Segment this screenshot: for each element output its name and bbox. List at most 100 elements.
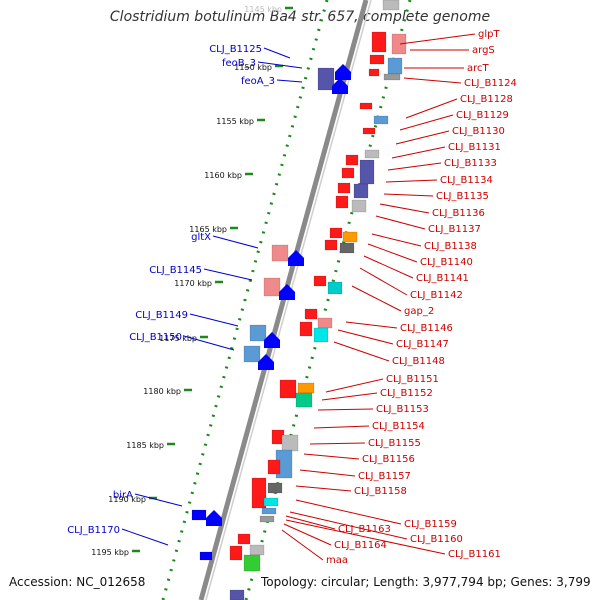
gene-feature-left: [191, 509, 207, 521]
left-gene-label: CLJ_B1150: [129, 332, 182, 343]
right-gene-label: CLJ_B1160: [410, 534, 463, 545]
gene-arrow-left-strand: [279, 284, 295, 300]
gene-arrow-left-strand: [335, 64, 351, 80]
right-label-leader: [337, 329, 394, 345]
accession-text: Accession: NC_012658: [9, 575, 146, 589]
gene-feature-right: [339, 242, 355, 254]
right-label-leader: [395, 130, 450, 145]
right-label-leader: [399, 114, 454, 131]
right-gene-label: CLJ_B1135: [436, 191, 489, 202]
gene-feature-right: [317, 317, 333, 329]
right-gene-label: CLJ_B1159: [404, 519, 457, 530]
gene-feature-right: [229, 589, 245, 600]
gene-feature-right: [329, 227, 343, 239]
right-gene-label: argS: [472, 45, 495, 56]
right-gene-label: CLJ_B1133: [444, 158, 497, 169]
left-gene-label: CLJ_B1170: [67, 525, 120, 536]
gene-feature-right: [337, 182, 351, 194]
right-label-leader: [303, 453, 360, 460]
gene-feature-right: [383, 73, 401, 81]
right-gene-label: CLJ_B1124: [464, 78, 517, 89]
gene-feature-right: [229, 545, 243, 561]
right-gene-label: glpT: [478, 29, 500, 40]
right-gene-label: CLJ_B1137: [428, 224, 481, 235]
kbp-tick-label: 1185 kbp: [126, 441, 164, 450]
right-label-leader: [351, 285, 402, 312]
gene-feature-right: [249, 544, 265, 556]
gene-feature-right: [362, 127, 376, 135]
gene-feature-right: [267, 459, 281, 475]
kbp-tick-label: 1150 kbp: [234, 63, 272, 72]
left-gene-label: gltX: [191, 232, 211, 243]
ruler-right-dots: [244, 0, 412, 600]
left-gene-label: CLJ_B1149: [135, 310, 188, 321]
right-label-leader: [345, 321, 398, 329]
kbp-tick-label: 1160 kbp: [204, 171, 242, 180]
right-gene-label: CLJ_B1140: [420, 257, 473, 268]
gene-arrow-left-strand: [288, 250, 304, 266]
right-gene-label: CLJ_B1131: [448, 142, 501, 153]
right-gene-label: CLJ_B1148: [392, 356, 445, 367]
right-gene-label: CLJ_B1164: [334, 540, 387, 551]
gene-feature-right: [243, 554, 261, 572]
gene-feature-right: [382, 0, 400, 11]
map-title: Clostridium botulinum Ba4 str. 657, comp…: [109, 9, 491, 25]
left-label-leader: [276, 79, 303, 83]
gene-feature-right: [261, 507, 277, 515]
gene-feature-left: [249, 324, 267, 342]
ruler-left-dots: [161, 0, 329, 600]
right-label-leader: [399, 33, 476, 45]
right-gene-label: CLJ_B1153: [376, 404, 429, 415]
kbp-tick-label: 1155 kbp: [216, 117, 254, 126]
right-gene-label: CLJ_B1151: [386, 374, 439, 385]
gene-feature-right: [359, 159, 375, 185]
left-label-leader: [134, 493, 183, 507]
gene-feature-right: [359, 102, 373, 110]
right-gene-label: CLJ_B1134: [440, 175, 493, 186]
right-label-leader: [391, 146, 446, 159]
kbp-tick-label: 1190 kbp: [108, 495, 146, 504]
right-gene-label: CLJ_B1128: [460, 94, 513, 105]
gene-feature-right: [237, 533, 251, 545]
right-gene-label: arcT: [467, 63, 490, 74]
gene-feature-right: [373, 115, 389, 125]
right-label-leader: [371, 233, 422, 247]
right-gene-label: CLJ_B1136: [432, 208, 485, 219]
right-gene-label: CLJ_B1161: [448, 549, 501, 560]
gene-feature-right: [327, 281, 343, 295]
left-label-leader: [121, 528, 169, 546]
right-gene-label: CLJ_B1146: [400, 323, 453, 334]
kbp-tick-label: 1145 kbp: [244, 5, 282, 14]
right-gene-label: CLJ_B1130: [452, 126, 505, 137]
left-gene-label: CLJ_B1145: [149, 265, 202, 276]
right-gene-label: CLJ_B1163: [338, 524, 391, 535]
right-label-leader: [309, 442, 366, 445]
kbp-tick-label: 1170 kbp: [174, 279, 212, 288]
gene-arrow-left-strand: [264, 332, 280, 348]
right-label-leader: [367, 243, 418, 263]
right-label-leader: [379, 203, 430, 214]
kbp-tick-label: 1175 kbp: [159, 334, 197, 343]
gene-feature-left: [271, 244, 289, 262]
right-label-leader: [295, 499, 402, 525]
kbp-tick-label: 1180 kbp: [143, 387, 181, 396]
right-label-leader: [289, 511, 408, 540]
gene-feature-right: [342, 231, 358, 243]
gene-feature-right: [391, 33, 407, 55]
right-gene-label: CLJ_B1141: [416, 273, 469, 284]
gene-feature-left: [317, 67, 335, 91]
left-label-leader: [189, 313, 239, 327]
right-label-leader: [387, 162, 442, 171]
right-label-leader: [333, 341, 390, 362]
gene-feature-right: [351, 199, 367, 213]
right-label-leader: [383, 193, 434, 197]
gene-feature-right: [353, 183, 369, 199]
gene-feature-right: [345, 154, 359, 166]
gene-feature-right: [259, 515, 275, 523]
gene-feature-right: [313, 275, 327, 287]
right-gene-label: CLJ_B1138: [424, 241, 477, 252]
gene-feature-right: [251, 477, 267, 509]
right-label-leader: [363, 255, 414, 279]
gene-feature-left: [263, 277, 281, 297]
left-label-leader: [203, 268, 253, 281]
